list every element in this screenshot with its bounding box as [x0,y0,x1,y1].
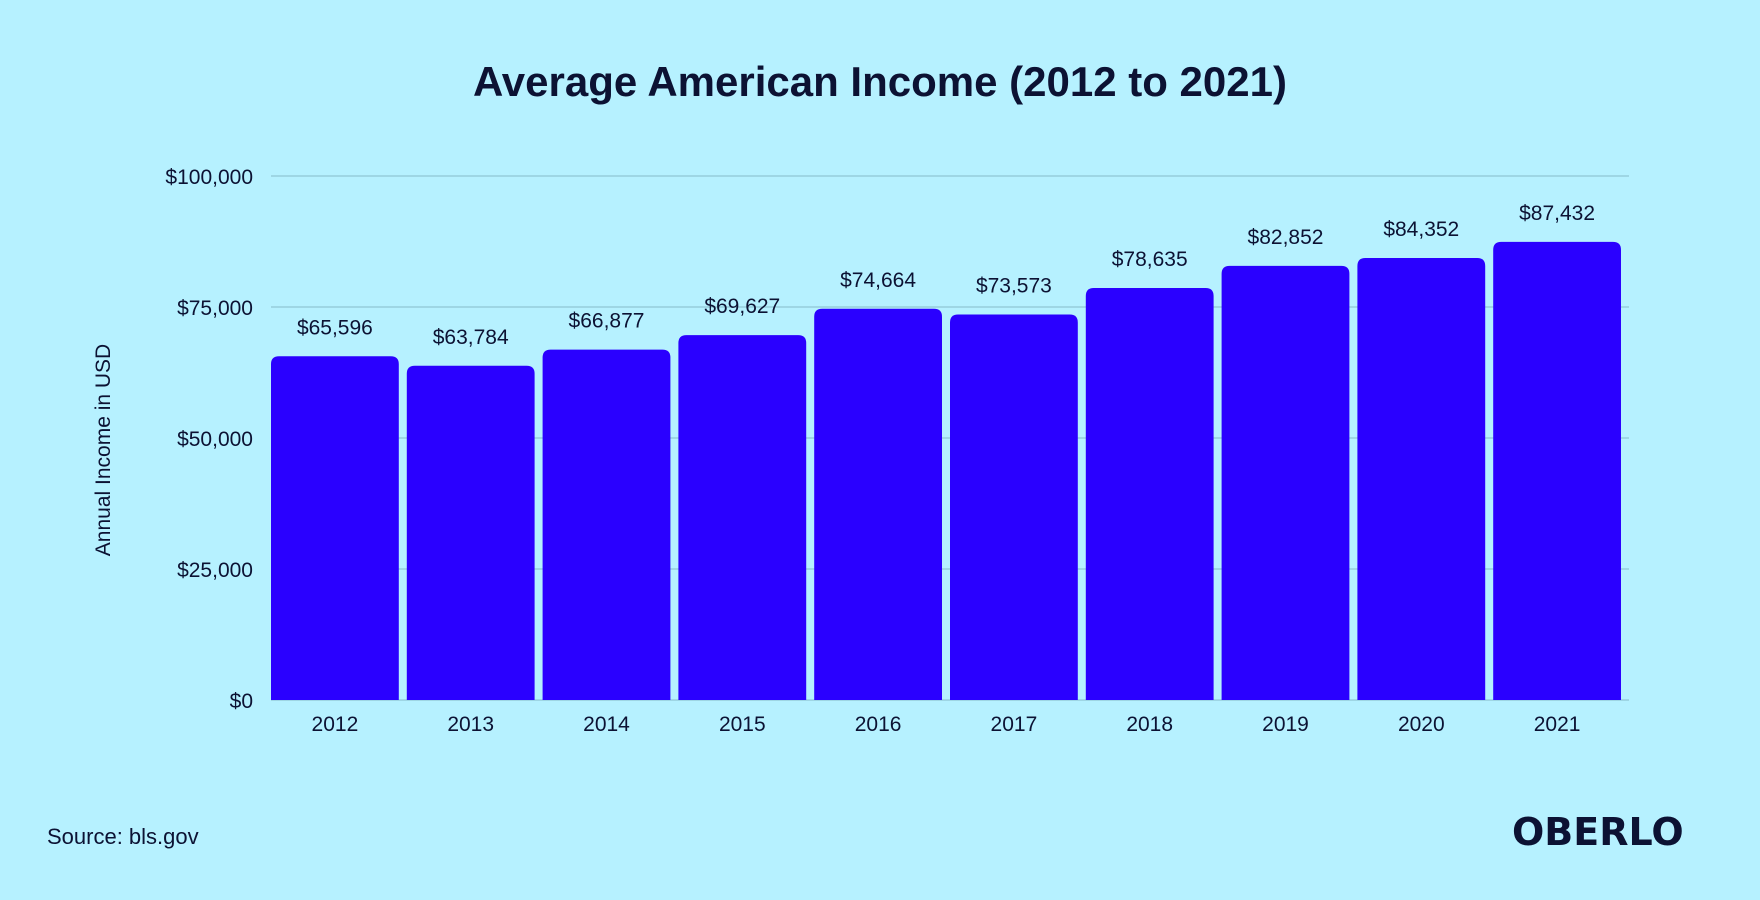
bars [271,241,1621,700]
bar-2020 [1357,257,1486,700]
data-label-2021: $87,432 [1519,202,1595,225]
x-tick-label: 2013 [447,713,494,736]
bar-2013 [406,365,535,700]
data-label-2017: $73,573 [976,274,1052,297]
data-label-2012: $65,596 [297,316,373,339]
x-axis-ticks: 2012 2013 2014 2015 2016 2017 2018 2019 2020 2021 [312,713,1581,736]
y-axis-ticks: $0 $25,000 $50,000 $75,000 $100,000 [165,166,253,713]
bar-2012 [271,356,399,700]
bar-2014 [542,349,671,700]
x-tick-label: 2012 [312,713,359,736]
x-tick-label: 2015 [719,713,766,736]
y-tick-label: $75,000 [177,297,253,320]
data-label-2013: $63,784 [433,326,509,349]
y-tick-label: $0 [230,690,253,713]
y-tick-label: $50,000 [177,428,253,451]
data-labels: $65,596 $63,784 $66,877 $69,627 $74,664 $73,5… [297,202,1595,349]
bar-2021 [1493,241,1621,700]
oberlo-logo: OBERLO [1512,810,1684,854]
y-tick-label: $100,000 [165,166,253,189]
bar-2015 [678,335,807,700]
data-label-2019: $82,852 [1248,226,1324,249]
chart-title: Average American Income (2012 to 2021) [473,58,1287,105]
data-label-2015: $69,627 [704,295,780,318]
x-tick-label: 2019 [1262,713,1309,736]
data-label-2016: $74,664 [840,269,916,292]
x-tick-label: 2014 [583,713,630,736]
bar-2018 [1085,287,1214,700]
bar-2017 [950,314,1078,700]
bar-2016 [814,308,942,700]
x-tick-label: 2021 [1534,713,1581,736]
x-tick-label: 2017 [991,713,1038,736]
y-axis-title: Annual Income in USD [92,344,115,556]
data-label-2018: $78,635 [1112,248,1188,271]
source-text: Source: bls.gov [47,824,199,849]
x-tick-label: 2020 [1398,713,1445,736]
bar-2019 [1221,265,1350,700]
data-label-2020: $84,352 [1383,218,1459,241]
y-tick-label: $25,000 [177,559,253,582]
data-label-2014: $66,877 [569,310,645,333]
x-tick-label: 2016 [855,713,902,736]
x-tick-label: 2018 [1126,713,1173,736]
